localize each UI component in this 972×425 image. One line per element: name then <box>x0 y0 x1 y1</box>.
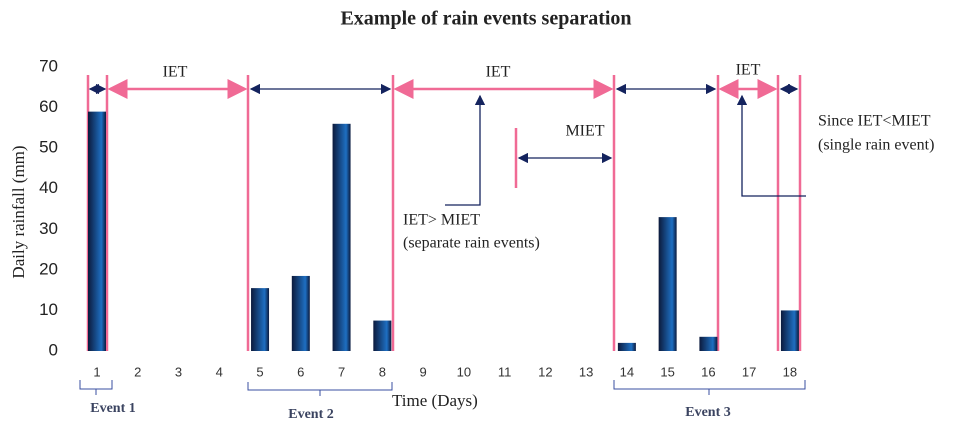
annotation: IET <box>736 62 761 79</box>
event-label: Event 1 <box>90 401 136 416</box>
interval-arrows <box>88 79 806 206</box>
bar <box>251 288 270 351</box>
annotation: Since IET<MIET <box>818 113 931 130</box>
separators <box>86 75 802 351</box>
event-label: Event 3 <box>685 405 731 420</box>
x-tick-label: 15 <box>660 364 674 379</box>
bar <box>658 217 677 351</box>
x-tick-label: 16 <box>701 364 715 379</box>
x-tick-label: 12 <box>538 364 552 379</box>
bar <box>780 310 799 351</box>
y-tick-label: 50 <box>39 138 58 157</box>
x-axis-label: Time (Days) <box>392 391 478 410</box>
x-tick-label: 13 <box>579 364 593 379</box>
y-axis-label: Daily rainfall (mm) <box>9 145 28 278</box>
x-tick-label: 18 <box>783 364 797 379</box>
x-tick-label: 1 <box>93 364 100 379</box>
y-tick-label: 70 <box>39 56 58 75</box>
x-tick-label: 6 <box>297 364 304 379</box>
annotation: (separate rain events) <box>403 235 540 252</box>
bar <box>617 342 636 351</box>
event-braces <box>79 380 806 396</box>
y-tick-label: 20 <box>39 259 58 278</box>
annotation: IET <box>486 64 511 81</box>
x-tick-label: 9 <box>419 364 426 379</box>
annotation: (single rain event) <box>818 137 934 154</box>
x-tick-label: 2 <box>134 364 141 379</box>
x-tick-label: 14 <box>620 364 634 379</box>
y-tick-label: 60 <box>39 97 58 116</box>
annotation: MIET <box>565 123 604 140</box>
bar <box>88 111 106 351</box>
y-tick-label: 0 <box>49 340 58 359</box>
y-tick-label: 40 <box>39 178 58 197</box>
bar <box>332 123 351 351</box>
annotation: IET <box>163 64 188 81</box>
x-tick-label: 4 <box>216 364 223 379</box>
x-tick-label: 11 <box>498 364 512 379</box>
x-tick-label: 17 <box>742 364 756 379</box>
x-tick-label: 5 <box>256 364 263 379</box>
x-tick-label: 3 <box>175 364 182 379</box>
y-tick-label: 10 <box>39 300 58 319</box>
x-tick-label: 8 <box>379 364 386 379</box>
event-label: Event 2 <box>288 407 334 422</box>
chart-title: Example of rain events separation <box>340 8 631 30</box>
bar <box>699 336 718 351</box>
bar <box>373 320 392 351</box>
y-tick-label: 30 <box>39 219 58 238</box>
x-tick-label: 7 <box>338 364 345 379</box>
annotation: IET> MIET <box>403 212 480 229</box>
bar <box>291 275 310 351</box>
x-tick-label: 10 <box>457 364 471 379</box>
